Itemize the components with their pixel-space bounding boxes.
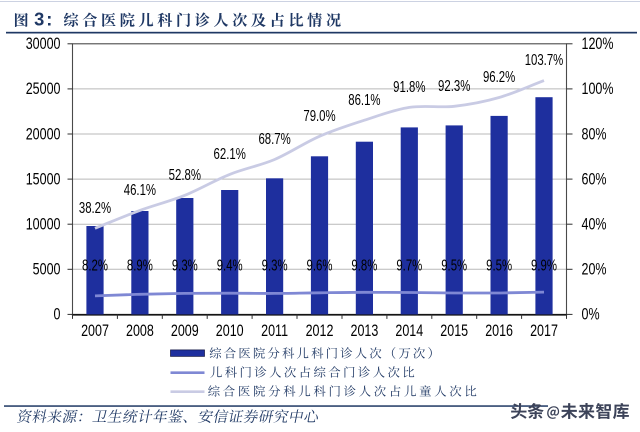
svg-text:60%: 60%: [582, 171, 607, 189]
svg-text:46.1%: 46.1%: [124, 181, 156, 198]
svg-text:2008: 2008: [126, 323, 154, 341]
svg-text:30000: 30000: [26, 35, 61, 53]
svg-text:80%: 80%: [582, 126, 607, 144]
svg-text:2015: 2015: [440, 323, 468, 341]
svg-text:2014: 2014: [395, 323, 423, 341]
svg-text:25000: 25000: [26, 81, 61, 99]
svg-text:2012: 2012: [306, 323, 334, 341]
svg-text::: :: [46, 9, 52, 30]
svg-text:2010: 2010: [216, 323, 244, 341]
svg-text:2016: 2016: [485, 323, 513, 341]
svg-text:9.3%: 9.3%: [172, 257, 198, 274]
svg-text:0: 0: [54, 306, 61, 324]
svg-text:9.5%: 9.5%: [486, 257, 512, 274]
svg-text:5000: 5000: [33, 261, 61, 279]
svg-text:0%: 0%: [582, 306, 600, 324]
svg-text:9.4%: 9.4%: [217, 257, 243, 274]
svg-text:9.8%: 9.8%: [351, 257, 377, 274]
svg-text:40%: 40%: [582, 216, 607, 234]
svg-text:9.7%: 9.7%: [396, 257, 422, 274]
svg-text:120%: 120%: [582, 35, 614, 53]
svg-text:96.2%: 96.2%: [483, 68, 515, 85]
svg-text:9.9%: 9.9%: [531, 257, 557, 274]
svg-text:91.8%: 91.8%: [393, 78, 425, 95]
svg-text:2017: 2017: [530, 323, 558, 341]
svg-text:38.2%: 38.2%: [79, 199, 111, 216]
svg-text:79.0%: 79.0%: [303, 107, 335, 124]
svg-text:15000: 15000: [26, 171, 61, 189]
svg-text:100%: 100%: [582, 81, 614, 99]
svg-text:103.7%: 103.7%: [525, 52, 564, 69]
svg-text:2011: 2011: [261, 323, 288, 341]
svg-text:20%: 20%: [582, 261, 607, 279]
svg-text:86.1%: 86.1%: [348, 91, 380, 108]
svg-text:2007: 2007: [81, 323, 109, 341]
svg-text:68.7%: 68.7%: [258, 130, 290, 147]
svg-text:2009: 2009: [171, 323, 199, 341]
svg-text:9.6%: 9.6%: [307, 257, 333, 274]
svg-text:10000: 10000: [26, 216, 61, 234]
svg-text:20000: 20000: [26, 126, 61, 144]
svg-text:8.2%: 8.2%: [82, 257, 108, 274]
svg-text:2013: 2013: [350, 323, 378, 341]
svg-text:62.1%: 62.1%: [214, 145, 246, 162]
svg-text:92.3%: 92.3%: [438, 77, 470, 94]
svg-text:3: 3: [34, 9, 44, 30]
svg-text:9.3%: 9.3%: [262, 257, 288, 274]
svg-text:9.5%: 9.5%: [441, 257, 467, 274]
svg-text:8.9%: 8.9%: [127, 257, 153, 274]
svg-text:52.8%: 52.8%: [169, 166, 201, 183]
